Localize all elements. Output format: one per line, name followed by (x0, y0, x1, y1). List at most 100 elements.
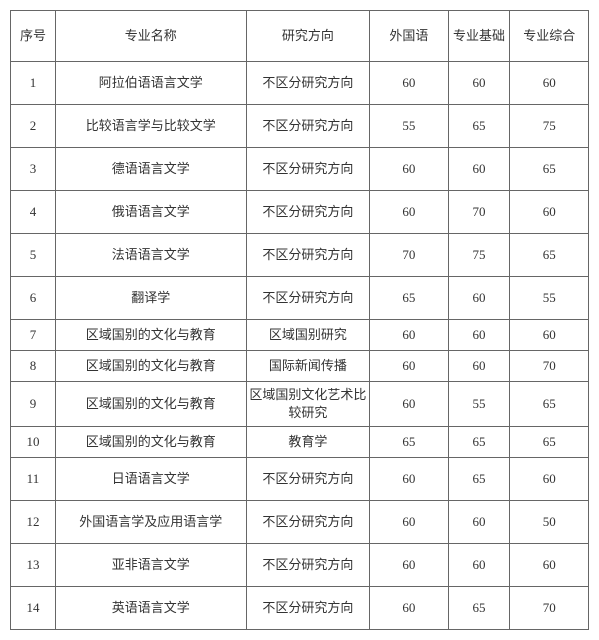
cell-idx: 5 (11, 234, 56, 277)
cell-lang: 70 (370, 234, 449, 277)
cell-lang: 60 (370, 191, 449, 234)
cell-comp: 65 (510, 382, 589, 427)
cell-idx: 14 (11, 587, 56, 630)
table-row: 2比较语言学与比较文学不区分研究方向556575 (11, 105, 589, 148)
cell-major: 区域国别的文化与教育 (55, 427, 246, 458)
header-comp: 专业综合 (510, 11, 589, 62)
table-row: 12外国语言学及应用语言学不区分研究方向606050 (11, 501, 589, 544)
cell-dir: 不区分研究方向 (246, 62, 369, 105)
cell-major: 翻译学 (55, 277, 246, 320)
table-row: 14英语语言文学不区分研究方向606570 (11, 587, 589, 630)
cell-comp: 70 (510, 351, 589, 382)
cell-major: 区域国别的文化与教育 (55, 320, 246, 351)
table-row: 5法语语言文学不区分研究方向707565 (11, 234, 589, 277)
cell-major: 德语语言文学 (55, 148, 246, 191)
cell-base: 60 (448, 62, 510, 105)
cell-dir: 不区分研究方向 (246, 234, 369, 277)
cell-base: 60 (448, 351, 510, 382)
cell-dir: 不区分研究方向 (246, 148, 369, 191)
table-row: 10区域国别的文化与教育教育学656565 (11, 427, 589, 458)
cell-lang: 60 (370, 351, 449, 382)
cell-base: 65 (448, 105, 510, 148)
table-row: 6翻译学不区分研究方向656055 (11, 277, 589, 320)
cell-base: 65 (448, 458, 510, 501)
cell-base: 60 (448, 501, 510, 544)
cell-lang: 60 (370, 148, 449, 191)
cell-base: 65 (448, 587, 510, 630)
cell-lang: 60 (370, 544, 449, 587)
score-table: 序号 专业名称 研究方向 外国语 专业基础 专业综合 1阿拉伯语语言文学不区分研… (10, 10, 589, 630)
cell-dir: 不区分研究方向 (246, 544, 369, 587)
cell-comp: 60 (510, 458, 589, 501)
cell-comp: 60 (510, 62, 589, 105)
header-idx: 序号 (11, 11, 56, 62)
cell-major: 英语语言文学 (55, 587, 246, 630)
cell-dir: 不区分研究方向 (246, 277, 369, 320)
cell-base: 60 (448, 544, 510, 587)
table-row: 3德语语言文学不区分研究方向606065 (11, 148, 589, 191)
header-major: 专业名称 (55, 11, 246, 62)
table-row: 9区域国别的文化与教育区域国别文化艺术比较研究605565 (11, 382, 589, 427)
cell-major: 阿拉伯语语言文学 (55, 62, 246, 105)
cell-dir: 不区分研究方向 (246, 501, 369, 544)
table-row: 1阿拉伯语语言文学不区分研究方向606060 (11, 62, 589, 105)
cell-major: 区域国别的文化与教育 (55, 351, 246, 382)
cell-base: 75 (448, 234, 510, 277)
cell-dir: 不区分研究方向 (246, 587, 369, 630)
cell-lang: 60 (370, 382, 449, 427)
cell-dir: 教育学 (246, 427, 369, 458)
cell-lang: 60 (370, 62, 449, 105)
cell-lang: 60 (370, 320, 449, 351)
table-row: 7区域国别的文化与教育区域国别研究606060 (11, 320, 589, 351)
cell-idx: 7 (11, 320, 56, 351)
table-body: 1阿拉伯语语言文学不区分研究方向6060602比较语言学与比较文学不区分研究方向… (11, 62, 589, 630)
header-dir: 研究方向 (246, 11, 369, 62)
cell-major: 俄语语言文学 (55, 191, 246, 234)
cell-lang: 60 (370, 587, 449, 630)
cell-base: 60 (448, 277, 510, 320)
header-lang: 外国语 (370, 11, 449, 62)
cell-major: 日语语言文学 (55, 458, 246, 501)
cell-lang: 65 (370, 277, 449, 320)
cell-base: 60 (448, 148, 510, 191)
cell-dir: 不区分研究方向 (246, 105, 369, 148)
cell-idx: 9 (11, 382, 56, 427)
cell-idx: 11 (11, 458, 56, 501)
header-base: 专业基础 (448, 11, 510, 62)
cell-major: 法语语言文学 (55, 234, 246, 277)
cell-lang: 60 (370, 501, 449, 544)
cell-dir: 国际新闻传播 (246, 351, 369, 382)
table-row: 11日语语言文学不区分研究方向606560 (11, 458, 589, 501)
cell-dir: 不区分研究方向 (246, 191, 369, 234)
cell-comp: 70 (510, 587, 589, 630)
table-row: 8区域国别的文化与教育国际新闻传播606070 (11, 351, 589, 382)
header-row: 序号 专业名称 研究方向 外国语 专业基础 专业综合 (11, 11, 589, 62)
cell-idx: 8 (11, 351, 56, 382)
cell-idx: 12 (11, 501, 56, 544)
cell-major: 亚非语言文学 (55, 544, 246, 587)
cell-major: 区域国别的文化与教育 (55, 382, 246, 427)
cell-base: 65 (448, 427, 510, 458)
table-row: 13亚非语言文学不区分研究方向606060 (11, 544, 589, 587)
cell-comp: 60 (510, 544, 589, 587)
cell-dir: 区域国别文化艺术比较研究 (246, 382, 369, 427)
cell-idx: 4 (11, 191, 56, 234)
cell-comp: 55 (510, 277, 589, 320)
cell-idx: 10 (11, 427, 56, 458)
cell-comp: 65 (510, 427, 589, 458)
cell-comp: 65 (510, 234, 589, 277)
cell-comp: 60 (510, 320, 589, 351)
cell-lang: 60 (370, 458, 449, 501)
table-row: 4俄语语言文学不区分研究方向607060 (11, 191, 589, 234)
cell-comp: 60 (510, 191, 589, 234)
cell-comp: 75 (510, 105, 589, 148)
cell-idx: 13 (11, 544, 56, 587)
cell-base: 60 (448, 320, 510, 351)
cell-base: 70 (448, 191, 510, 234)
cell-comp: 65 (510, 148, 589, 191)
cell-idx: 2 (11, 105, 56, 148)
cell-idx: 6 (11, 277, 56, 320)
cell-idx: 1 (11, 62, 56, 105)
cell-dir: 区域国别研究 (246, 320, 369, 351)
cell-idx: 3 (11, 148, 56, 191)
